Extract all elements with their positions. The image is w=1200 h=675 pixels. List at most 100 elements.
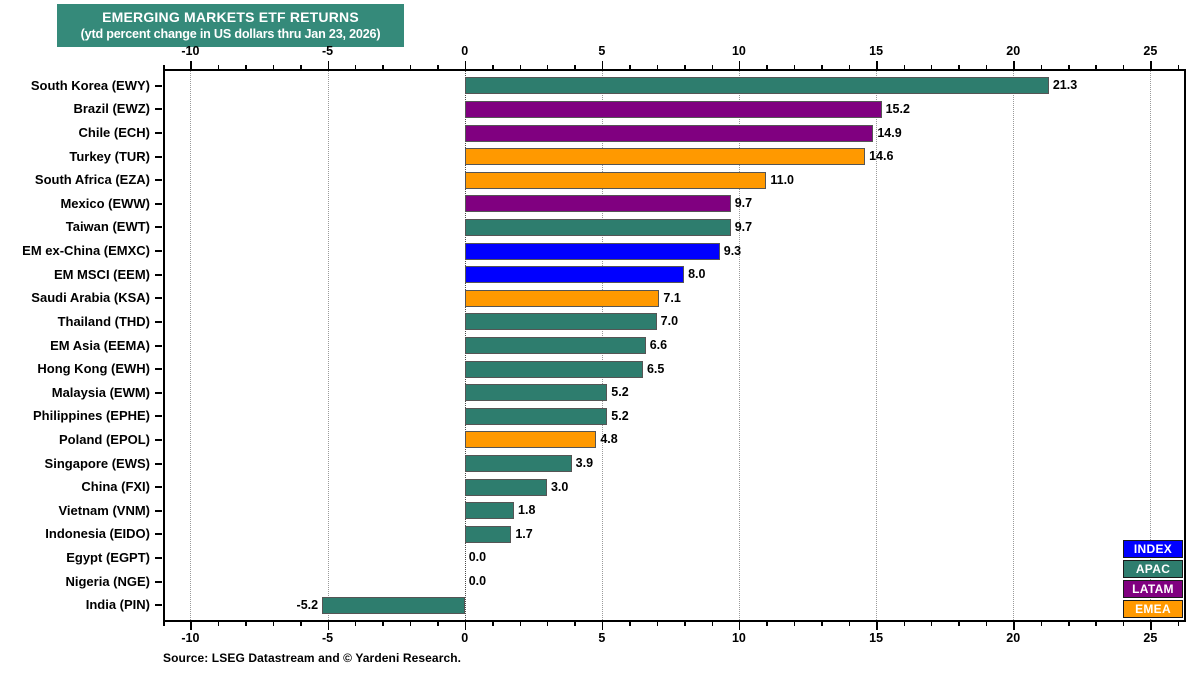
category-label: Egypt (EGPT)	[66, 549, 150, 565]
x-minor-tick	[821, 65, 823, 69]
bar	[464, 478, 547, 496]
category-label: Philippines (EPHE)	[32, 408, 150, 424]
legend-item-emea: EMEA	[1123, 600, 1183, 618]
bar	[464, 407, 608, 425]
bar-value-label: 14.6	[869, 149, 894, 164]
bar	[464, 360, 643, 378]
category-tick	[155, 533, 162, 536]
x-major-tick	[1150, 61, 1152, 69]
category-label: Indonesia (EIDO)	[45, 526, 150, 542]
x-minor-tick	[163, 65, 165, 69]
x-minor-tick	[546, 622, 549, 626]
x-minor-tick	[1095, 65, 1097, 69]
x-major-tick	[876, 61, 878, 69]
x-axis-tick-label: -5	[321, 44, 334, 58]
bar-value-label: 15.2	[885, 101, 910, 116]
legend: INDEX APAC LATAM EMEA	[1123, 540, 1183, 618]
x-minor-tick	[382, 622, 384, 626]
category-label: Hong Kong (EWH)	[37, 361, 150, 377]
category-label: Vietnam (VNM)	[58, 502, 151, 518]
category-tick	[155, 250, 162, 253]
category-tick	[155, 84, 162, 87]
bar	[464, 525, 512, 543]
category-tick	[155, 368, 162, 371]
category-tick	[155, 438, 162, 441]
x-minor-tick	[629, 622, 631, 626]
bar-value-label: 9.3	[723, 243, 742, 258]
x-minor-tick	[1122, 622, 1125, 626]
bar	[464, 289, 660, 307]
x-axis-tick-label: 15	[869, 44, 884, 58]
x-minor-tick	[1040, 65, 1043, 69]
x-minor-tick	[766, 65, 768, 69]
x-axis-tick-label: 10	[731, 44, 746, 58]
category-label: Mexico (EWW)	[60, 195, 150, 211]
x-minor-tick	[574, 65, 576, 69]
x-axis-tick-label: 15	[869, 631, 884, 645]
x-major-tick	[1150, 622, 1152, 630]
bar-value-label: 3.0	[550, 479, 569, 494]
bar	[464, 148, 866, 166]
chart-title: EMERGING MARKETS ETF RETURNS	[102, 8, 359, 25]
category-label: Taiwan (EWT)	[65, 219, 150, 235]
bar-value-label: 0.0	[468, 574, 487, 589]
x-minor-tick	[163, 622, 165, 626]
bar	[464, 455, 572, 473]
bar	[464, 337, 646, 354]
x-minor-tick	[629, 65, 631, 69]
category-tick	[155, 604, 162, 607]
x-axis-tick-label: -10	[181, 44, 200, 58]
x-minor-tick	[985, 65, 988, 69]
bar-value-label: 11.0	[770, 172, 795, 187]
legend-item-index: INDEX	[1123, 540, 1183, 558]
x-minor-tick	[519, 622, 522, 626]
x-minor-tick	[903, 65, 905, 69]
chart-title-box: EMERGING MARKETS ETF RETURNS (ytd percen…	[57, 4, 404, 47]
category-label: Singapore (EWS)	[44, 455, 150, 471]
category-label: Brazil (EWZ)	[73, 101, 150, 117]
bar-value-label: 21.3	[1052, 78, 1078, 93]
x-minor-tick	[711, 622, 714, 626]
x-major-tick	[327, 61, 330, 69]
category-label: Saudi Arabia (KSA)	[31, 290, 150, 306]
x-axis-tick-label: 20	[1006, 631, 1021, 645]
bar	[322, 596, 465, 614]
bar	[464, 431, 597, 449]
bar-value-label: 5.2	[611, 385, 629, 400]
x-minor-tick	[354, 65, 357, 69]
x-major-tick	[190, 61, 192, 69]
gridline	[327, 69, 329, 622]
x-minor-tick	[272, 622, 275, 626]
bar-value-label: 3.9	[575, 456, 594, 471]
category-label: South Africa (EZA)	[34, 172, 150, 188]
x-minor-tick	[409, 65, 412, 69]
gridline	[876, 69, 878, 622]
category-tick	[155, 415, 162, 418]
category-tick	[155, 486, 162, 489]
x-major-tick	[190, 622, 192, 630]
category-tick	[155, 391, 162, 394]
bar-value-label: -5.2	[296, 597, 319, 612]
x-minor-tick	[217, 65, 220, 69]
x-major-tick	[738, 61, 741, 69]
x-minor-tick	[492, 65, 494, 69]
category-tick	[155, 226, 162, 229]
gridline	[738, 69, 740, 622]
bar	[464, 77, 1049, 95]
x-minor-tick	[958, 65, 960, 69]
x-minor-tick	[1095, 622, 1097, 626]
category-tick	[155, 509, 162, 512]
x-minor-tick	[1177, 622, 1180, 626]
bar	[464, 242, 720, 260]
x-minor-tick	[1040, 622, 1043, 626]
x-minor-tick	[684, 622, 686, 626]
bar	[464, 171, 767, 189]
source-note: Source: LSEG Datastream and © Yardeni Re…	[163, 651, 462, 665]
x-minor-tick	[656, 622, 659, 626]
x-minor-tick	[519, 65, 522, 69]
category-label: South Korea (EWY)	[30, 77, 150, 93]
x-axis-tick-label: 5	[598, 631, 606, 645]
x-minor-tick	[217, 622, 220, 626]
x-axis-top-labels: -10 -5 0 5 10 15 20 25	[0, 44, 1200, 60]
x-minor-tick	[354, 622, 357, 626]
